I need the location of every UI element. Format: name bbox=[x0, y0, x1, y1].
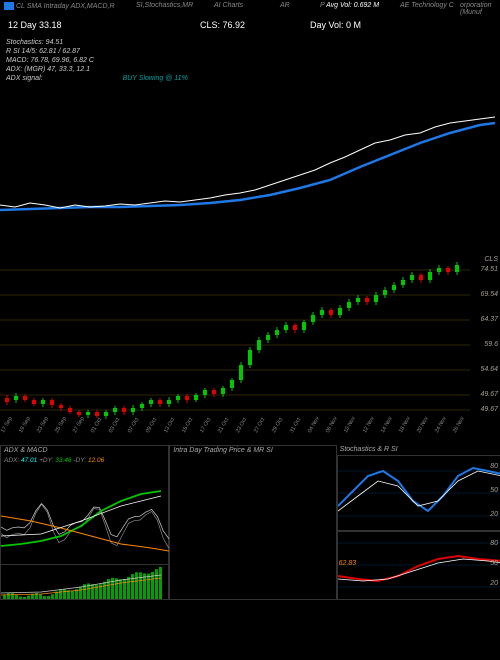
hdr-l1: CL SMA Intraday ADX,MACD,R bbox=[4, 2, 115, 10]
info-stoch: Stochastics: 94.51 bbox=[6, 38, 494, 47]
info-rsi: R SI 14/5: 62.81 / 62.87 bbox=[6, 47, 494, 56]
bottom-panels: ADX & MACD ADX: 47.01 +DY: 33.46 -DY: 12… bbox=[0, 445, 500, 600]
header-row-2: 12 Day 33.18 CLS: 76.92 Day Vol: 0 M bbox=[0, 18, 500, 36]
adx-title: ADX & MACD bbox=[4, 447, 48, 454]
stoch-rsi-panel: Stochastics & R SI 80 50 20 80 50 20 62.… bbox=[337, 445, 500, 600]
hdr-avgvol: P Avg Vol: 0.692 M bbox=[320, 2, 379, 9]
intra-title: Intra Day Trading Price & MR SI bbox=[173, 447, 272, 454]
main-price-chart bbox=[0, 85, 500, 250]
adx-macd-panel: ADX & MACD ADX: 47.01 +DY: 33.46 -DY: 12… bbox=[0, 445, 169, 600]
stoch-title: Stochastics & R SI bbox=[340, 446, 398, 453]
adx-stats: ADX: 47.01 +DY: 33.46 -DY: 12.06 bbox=[4, 457, 104, 464]
hdr-l2: SI,Stochastics,MR bbox=[136, 2, 193, 9]
hdr-corp: AE Technology C bbox=[400, 2, 454, 9]
candle-chart: CLS74.5169.5464.3759.654.6449.6749.67 17… bbox=[0, 250, 500, 445]
info-signal: ADX signal:BUY Slowing @ 11% bbox=[6, 74, 494, 83]
info-macd: MACD: 76.78, 69.96, 6.82 C bbox=[6, 56, 494, 65]
hdr-right: orporation (Munuf bbox=[460, 2, 500, 16]
cls-label: CLS: 76.92 bbox=[200, 20, 245, 30]
day-label: 12 Day 33.18 bbox=[8, 20, 62, 30]
info-adx: ADX: (MGR) 47, 33.3, 12.1 bbox=[6, 65, 494, 74]
hdr-l3: AI Charts bbox=[214, 2, 243, 9]
hdr-l4: AR bbox=[280, 2, 290, 9]
indicator-info: Stochastics: 94.51 R SI 14/5: 62.81 / 62… bbox=[0, 36, 500, 85]
dayvol-label: Day Vol: 0 M bbox=[310, 20, 361, 30]
header-row-1: CL SMA Intraday ADX,MACD,R SI,Stochastic… bbox=[0, 0, 500, 18]
intraday-panel: Intra Day Trading Price & MR SI bbox=[169, 445, 336, 600]
